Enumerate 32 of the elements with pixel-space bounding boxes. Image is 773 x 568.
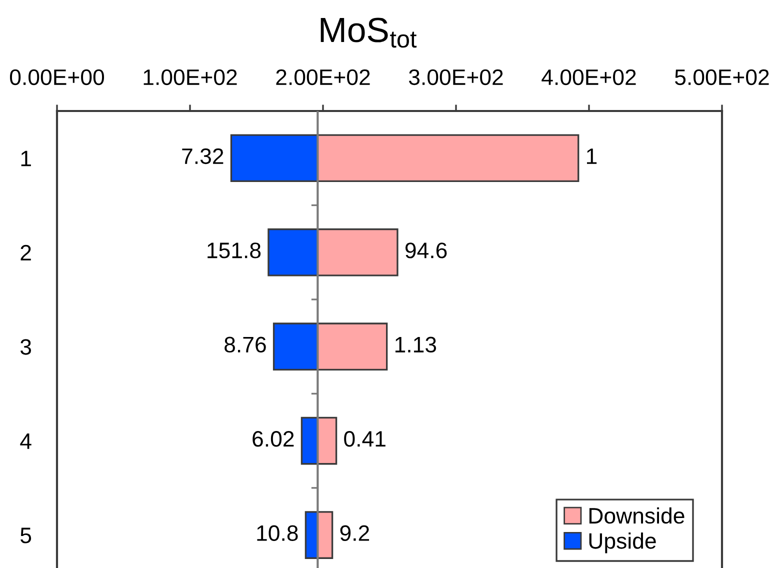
y-tick-label: 4 (20, 434, 32, 449)
x-tick-label: 1.00E+02 (144, 69, 237, 86)
annotation: 94.6 (405, 242, 447, 258)
annotation: 8.76 (224, 336, 266, 353)
bar (316, 228, 398, 276)
bar (230, 134, 319, 182)
annotation: 7.32 (182, 148, 224, 164)
y-tick-label: 1 (21, 150, 31, 166)
annotation: 0.41 (344, 431, 386, 447)
annotation: 9.2 (340, 525, 370, 541)
x-tick-label: 4.00E+02 (542, 69, 636, 86)
bar (316, 511, 334, 559)
annotation: 151.8 (208, 242, 261, 258)
annotation: 1.13 (395, 336, 436, 353)
y-tick-label: 3 (20, 339, 32, 355)
legend-label: Downside (589, 507, 684, 524)
bar (272, 322, 319, 370)
legend-label: Upside (589, 532, 656, 554)
x-tick-label: 3.00E+02 (408, 69, 503, 86)
chart-title: MoS$_{tot}$ (320, 18, 417, 48)
y-tick-label: 2 (20, 244, 31, 260)
x-tick-label: 5.00E+02 (675, 69, 769, 86)
x-tick-label: 2.00E+02 (276, 69, 370, 86)
bar (316, 416, 338, 465)
annotation: 6.02 (252, 431, 294, 447)
x-tick-label: 0.00E+00 (10, 69, 104, 86)
bar (268, 228, 319, 276)
annotation: 10.8 (257, 525, 298, 541)
y-tick-label: 5 (20, 528, 32, 544)
bar (316, 134, 580, 182)
bar (316, 322, 388, 370)
annotation: 1 (587, 148, 597, 164)
